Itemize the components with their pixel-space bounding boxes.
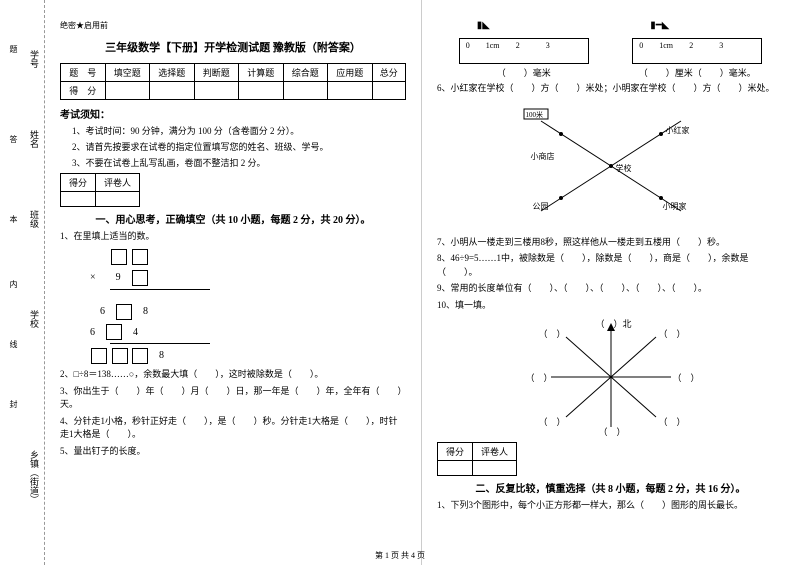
mini-score: 得分 — [61, 174, 96, 192]
th-2: 选择题 — [150, 64, 195, 82]
grader-table: 得分评卷人 — [60, 173, 140, 207]
q10: 10、填一填。 — [437, 299, 784, 313]
label-class: 班级 — [28, 210, 41, 228]
left-column: 绝密★启用前 三年级数学【下册】开学检测试题 豫教版（附答案） 题 号 填空题 … — [45, 0, 422, 565]
seal-char-1: 题 — [8, 45, 19, 53]
notice-1: 1、考试时间：90 分钟，满分为 100 分（含卷面分 2 分）。 — [72, 124, 406, 137]
notice-title: 考试须知： — [60, 106, 406, 121]
seal-char-3: 本 — [8, 215, 19, 223]
q9: 9、常用的长度单位有（ ）、（ ）、（ ）、（ ）、（ ）。 — [437, 282, 784, 296]
ming-home: 小明家 — [663, 201, 687, 212]
location-diagram: 100米 小红家 小商店 学校 公园 小明家 — [511, 101, 711, 231]
ruler-1: ▮◣ 0 1cm 2 3 （ ）毫米 — [444, 20, 604, 79]
school-center: 学校 — [616, 163, 632, 174]
ruler1-fill: （ ）毫米 — [444, 66, 604, 79]
seal-char-2: 答 — [8, 135, 19, 143]
th-1: 填空题 — [105, 64, 150, 82]
dist-label: 100米 — [526, 110, 544, 120]
mini2-score: 得分 — [438, 443, 473, 461]
label-school: 学校 — [28, 310, 41, 328]
mini-grader: 评卷人 — [96, 174, 140, 192]
q4: 4、分针走1小格，秒针正好走（ ），是（ ）秒。分针走1大格是（ ），时针走1大… — [60, 415, 406, 442]
seal-char-6: 封 — [8, 400, 19, 408]
label-town: 乡镇（街道） — [28, 450, 41, 504]
right-column: ▮◣ 0 1cm 2 3 （ ）毫米 ▮━◣ 0 1cm 2 — [422, 0, 799, 565]
s2q1: 1、下列3个图形中，每个小正方形都一样大，那么（ ）图形的周长最长。 — [437, 499, 784, 513]
notice-3: 3、不要在试卷上乱写乱画，卷面不整洁扣 2 分。 — [72, 156, 406, 169]
row-label: 得 分 — [61, 82, 106, 100]
label-name: 姓名 — [28, 130, 41, 148]
park: 公园 — [533, 201, 549, 212]
label-student-id: 学号 — [28, 50, 41, 68]
ruler-row: ▮◣ 0 1cm 2 3 （ ）毫米 ▮━◣ 0 1cm 2 — [437, 20, 784, 79]
page-footer: 第 1 页 共 4 页 — [0, 550, 800, 561]
q7: 7、小明从一楼走到三楼用8秒，照这样他从一楼走到五楼用（ ）秒。 — [437, 236, 784, 250]
exam-title: 三年级数学【下册】开学检测试题 豫教版（附答案） — [60, 39, 406, 55]
mini2-grader: 评卷人 — [473, 443, 517, 461]
q5: 5、量出钉子的长度。 — [60, 445, 406, 459]
q8: 8、46÷9=5……1中，被除数是（ ），除数是（ ），商是（ ），余数是（ ）… — [437, 252, 784, 279]
th-7: 总分 — [372, 64, 406, 82]
compass-north: 北 — [623, 319, 632, 329]
compass-diagram: （ ）北 （ ） （ ） （ ） （ ） （ ） （ ） （ ） — [511, 317, 711, 437]
q2: 2、□÷8＝138……○，余数最大填（ ），这时被除数是（ ）。 — [60, 368, 406, 382]
ruler2-fill: （ ）厘米（ ）毫米。 — [617, 66, 777, 79]
th-0: 题 号 — [61, 64, 106, 82]
binding-margin: 学号 姓名 班级 学校 乡镇（街道） 题 答 本 内 线 封 — [0, 0, 45, 565]
th-5: 综合题 — [283, 64, 328, 82]
multiplication-diagram: × 9 6 8 6 4 8 — [90, 248, 406, 366]
q6: 6、小红家在学校（ ）方（ ）米处；小明家在学校（ ）方（ ）米处。 — [437, 82, 784, 96]
th-4: 计算题 — [239, 64, 284, 82]
q1: 1、在里填上适当的数。 — [60, 230, 406, 244]
th-3: 判断题 — [194, 64, 239, 82]
ruler-2: ▮━◣ 0 1cm 2 3 （ ）厘米（ ）毫米。 — [617, 20, 777, 79]
seal-char-4: 内 — [8, 280, 19, 288]
score-table: 题 号 填空题 选择题 判断题 计算题 综合题 应用题 总分 得 分 — [60, 63, 406, 100]
q3: 3、你出生于（ ）年（ ）月（ ）日，那一年是（ ）年，全年有（ ）天。 — [60, 385, 406, 412]
store: 小商店 — [531, 151, 555, 162]
secret-label: 绝密★启用前 — [60, 20, 406, 31]
section1-title: 一、用心思考，正确填空（共 10 小题，每题 2 分，共 20 分）。 — [60, 211, 406, 226]
red-home: 小红家 — [666, 125, 690, 136]
th-6: 应用题 — [328, 64, 373, 82]
seal-char-5: 线 — [8, 340, 19, 348]
section2-title: 二、反复比较，慎重选择（共 8 小题，每题 2 分，共 16 分）。 — [437, 480, 784, 495]
notice-2: 2、请首先按要求在试卷的指定位置填写您的姓名、班级、学号。 — [72, 140, 406, 153]
grader-table-2: 得分评卷人 — [437, 442, 517, 476]
